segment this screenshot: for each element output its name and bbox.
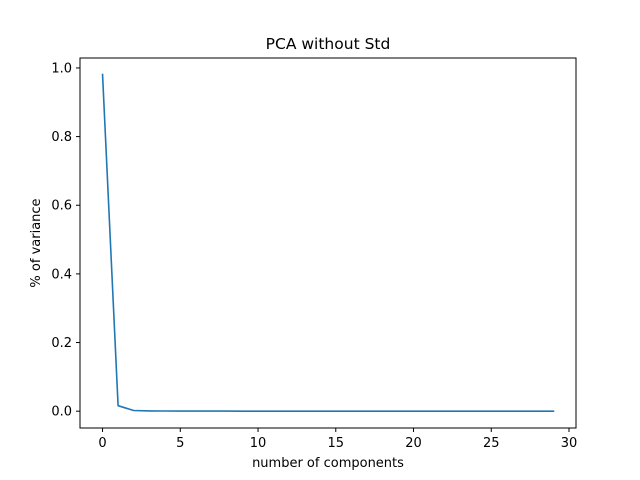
y-axis-label: % of variance xyxy=(29,198,44,287)
x-tick-label: 30 xyxy=(561,436,578,451)
series-line xyxy=(101,73,555,412)
x-tick-label: 15 xyxy=(328,436,345,451)
y-tick-label: 0.4 xyxy=(51,267,72,282)
x-axis-label: number of components xyxy=(252,456,404,471)
y-tick-label: 0.8 xyxy=(51,130,72,145)
chart-title: PCA without Std xyxy=(266,35,391,53)
x-tick-label: 0 xyxy=(98,436,106,451)
y-tick-label: 1.0 xyxy=(51,61,72,76)
x-tick-label: 10 xyxy=(250,436,267,451)
series-group xyxy=(101,73,555,412)
y-tick-label: 0.2 xyxy=(51,336,72,351)
plot-area xyxy=(79,57,577,429)
axes-frame xyxy=(79,57,577,429)
x-axis: 0 5 10 15 20 25 30 xyxy=(98,428,577,451)
x-tick-label: 25 xyxy=(483,436,500,451)
y-tick-label: 0.0 xyxy=(51,405,72,420)
x-tick-label: 20 xyxy=(405,436,422,451)
x-tick-label: 5 xyxy=(176,436,184,451)
y-tick-label: 0.6 xyxy=(51,199,72,214)
y-axis: 0.0 0.2 0.4 0.6 0.8 1.0 xyxy=(51,61,80,420)
